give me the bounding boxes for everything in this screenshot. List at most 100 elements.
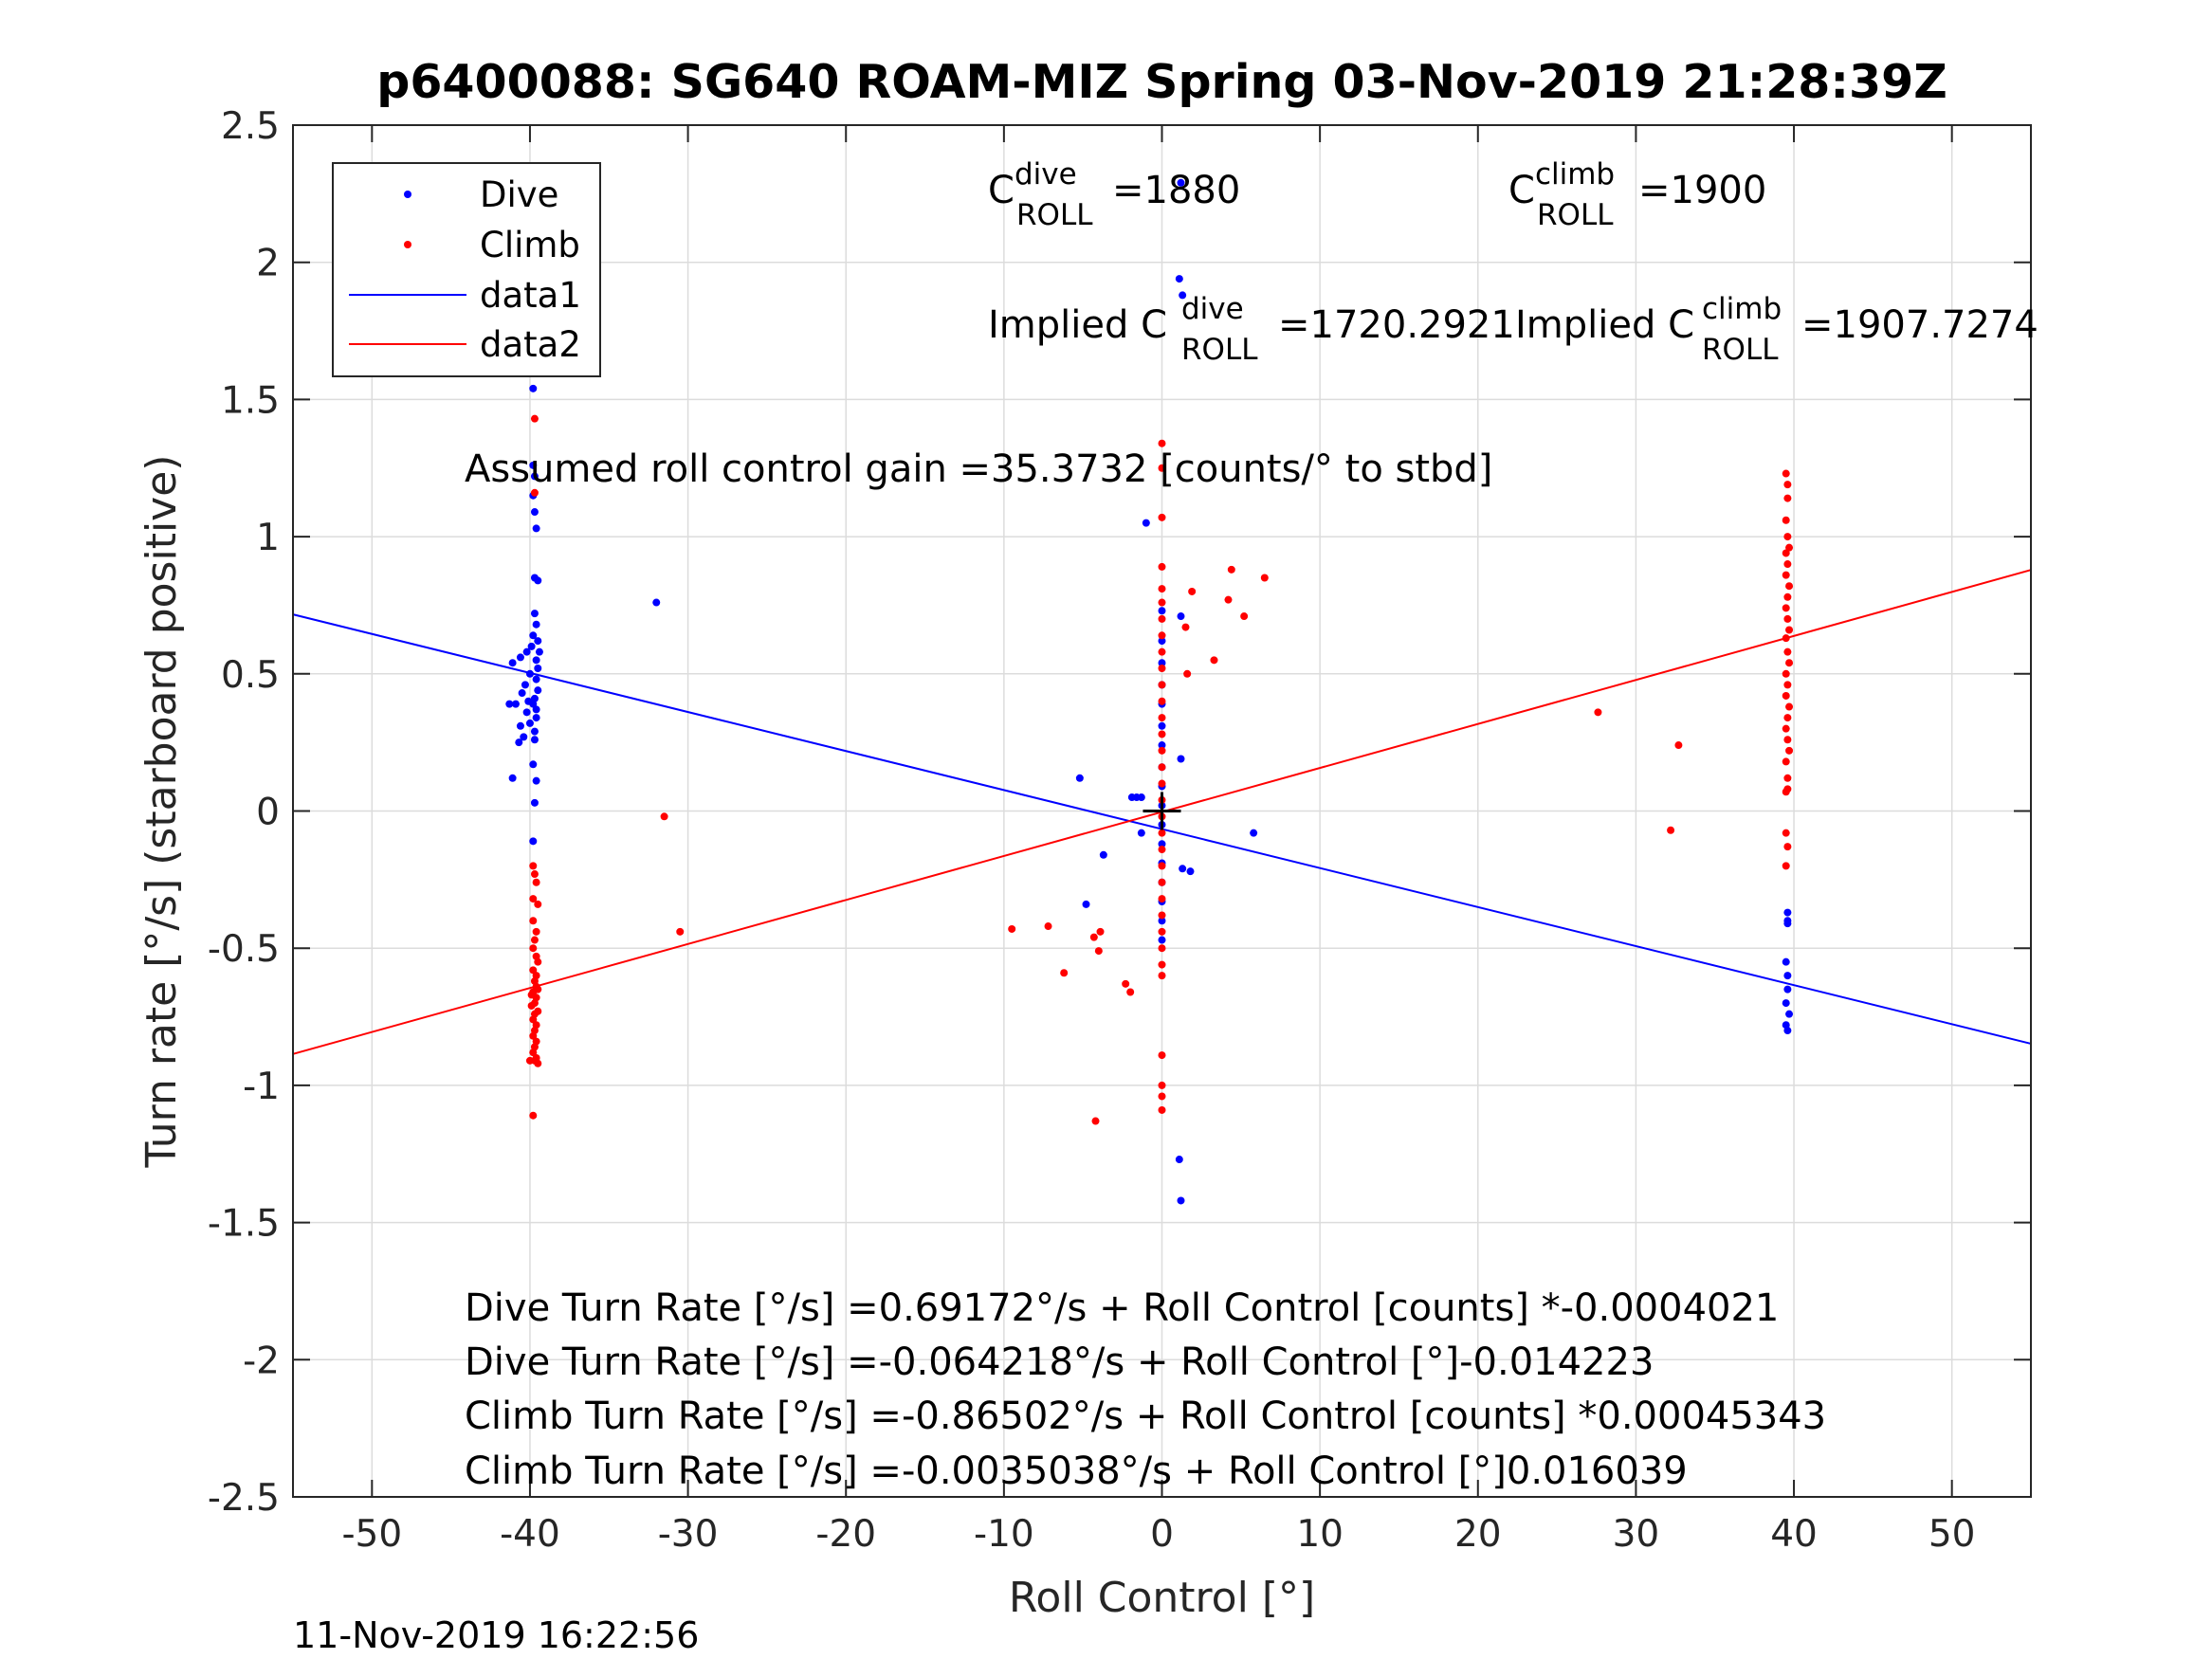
dive-point [532,675,540,684]
climb-point [1158,598,1166,607]
dive-point [1186,867,1195,876]
climb-point [1158,665,1166,673]
climb-point [1158,911,1166,920]
climb-point [1782,469,1790,478]
climb-point [1183,669,1192,678]
x-tick-label: -30 [658,1513,719,1556]
legend-data2-label: data2 [480,324,581,365]
annotation-fit-dive-degrees: Dive Turn Rate [°/s] =-0.064218°/s + Rol… [465,1340,1654,1384]
annotation-c-dive: Cdive ROLL=1880 [988,157,1240,232]
dive-point [532,656,540,665]
climb-point [1783,533,1792,541]
axis-ticks: -50 -40 -30 -20 -10 0 10 20 30 40 50-2.5-2-1.5-1-0… [208,105,2031,1556]
climb-point [1158,464,1166,472]
y-tick-label: 0 [256,792,280,834]
dive-point [1785,1010,1794,1018]
climb-point [1158,746,1166,755]
dive-point [1158,936,1166,944]
climb-point [1158,763,1166,772]
climb-point [1126,988,1135,996]
y-tick-label: 0.5 [221,654,280,697]
climb-point [1667,826,1675,834]
climb-point [1158,513,1166,521]
dive-point [1250,829,1258,837]
dive-point [529,760,538,769]
climb-point [1158,681,1166,689]
dive-point [534,576,542,585]
climb-point [1158,714,1166,722]
dive-point [529,461,538,469]
dive-point [1179,291,1187,300]
dive-point [530,508,539,517]
climb-point [525,1056,534,1065]
dive-point [1175,275,1183,283]
y-tick-label: -1.5 [208,1203,280,1246]
climb-point [1091,1117,1100,1125]
y-axis-label: Turn rate [°/s] (starboard positive) [137,455,186,1169]
climb-point [1594,708,1602,717]
climb-point [534,957,542,966]
x-tick-label: 30 [1613,1513,1660,1556]
x-tick-label: 50 [1929,1513,1976,1556]
dive-point [1783,908,1792,917]
climb-point [529,1111,538,1120]
climb-point [1158,1092,1166,1101]
dive-point [508,659,517,667]
legend-data1-label: data1 [480,275,581,316]
climb-point [1782,516,1790,524]
climb-point [1783,681,1792,689]
climb-point [1785,582,1794,591]
y-tick-label: 1 [256,517,280,559]
climb-point [1181,623,1190,631]
climb-point [534,900,542,908]
dive-point [532,705,540,714]
climb-point [1158,895,1166,903]
climb-point [1158,439,1166,447]
climb-point [1158,631,1166,640]
legend-box [332,162,601,377]
dive-point [1177,755,1185,763]
climb-point [1785,746,1794,755]
climb-point [1158,1081,1166,1089]
climb-point [1188,587,1197,595]
climb-point [1158,829,1166,837]
annotation-fit-climb-counts: Climb Turn Rate [°/s] =-0.86502°/s + Rol… [465,1395,1826,1438]
climb-point [1783,560,1792,569]
dive-point [652,598,661,607]
climb-point [1783,592,1792,601]
dive-point [1783,972,1792,980]
climb-point [1158,779,1166,788]
x-tick-label: -40 [500,1513,560,1556]
x-tick-label: -20 [815,1513,876,1556]
climb-point [1158,730,1166,738]
climb-point [1210,656,1218,665]
x-tick-label: 40 [1770,1513,1818,1556]
legend-climb-marker [404,241,411,248]
climb-point [1783,843,1792,851]
climb-point [1158,972,1166,980]
climb-point [1158,1051,1166,1060]
x-axis-label: Roll Control [°] [1009,1574,1315,1622]
dive-point [1782,999,1790,1008]
climb-point [1227,565,1235,574]
dive-point [1782,957,1790,966]
dive-point [529,837,538,846]
x-tick-label: 20 [1454,1513,1502,1556]
dive-point [1175,1156,1183,1164]
climb-point [1785,626,1794,634]
dive-point [508,774,517,782]
dive-point [505,700,514,708]
y-tick-label: -1 [243,1066,280,1108]
dive-point [527,642,536,650]
climb-point [1782,724,1790,733]
climb-point [1122,979,1130,988]
climb-point [1783,481,1792,489]
climb-point [1782,862,1790,870]
climb-point [530,870,539,879]
climb-point [1224,595,1233,604]
climb-point [529,895,538,903]
dive-point [522,647,531,656]
dive-point [1783,1027,1792,1035]
